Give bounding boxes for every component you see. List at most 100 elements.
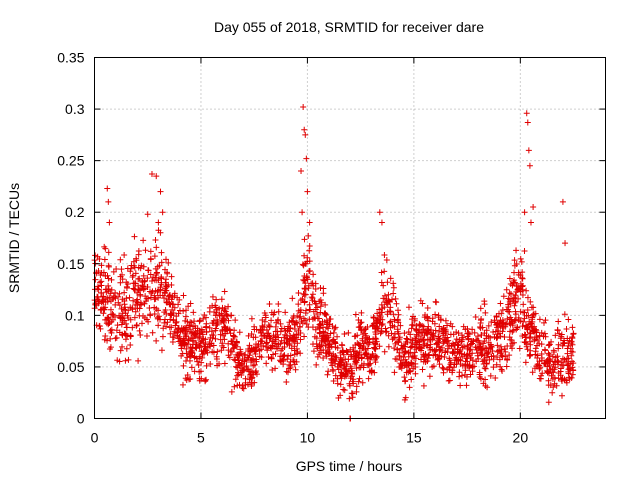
- data-point: [181, 325, 188, 332]
- data-point: [532, 310, 539, 317]
- data-point: [444, 322, 451, 329]
- data-point: [563, 326, 570, 333]
- data-point: [526, 353, 533, 360]
- data-point: [520, 301, 527, 308]
- data-point: [196, 317, 203, 324]
- data-point: [367, 360, 374, 367]
- data-point: [320, 290, 327, 297]
- data-point: [217, 336, 224, 343]
- data-point: [533, 363, 540, 370]
- data-point: [414, 339, 421, 346]
- data-point: [210, 332, 217, 339]
- data-point: [212, 312, 219, 319]
- data-point: [465, 330, 472, 337]
- data-point: [511, 257, 518, 264]
- data-point: [107, 306, 114, 313]
- y-tick-label: 0.2: [65, 204, 85, 220]
- data-point: [304, 276, 311, 283]
- data-point: [536, 375, 543, 382]
- data-point: [405, 353, 412, 360]
- data-point: [186, 322, 193, 329]
- data-point: [340, 386, 347, 393]
- data-point: [493, 322, 500, 329]
- data-point: [238, 372, 245, 379]
- data-point: [352, 358, 359, 365]
- data-point: [513, 261, 520, 268]
- data-point: [263, 339, 270, 346]
- data-point: [408, 359, 415, 366]
- data-point: [397, 360, 404, 367]
- data-point: [555, 375, 562, 382]
- data-point: [420, 342, 427, 349]
- data-point: [390, 280, 397, 287]
- data-point: [405, 304, 412, 311]
- data-point: [266, 301, 273, 308]
- data-point: [248, 331, 255, 338]
- data-point: [440, 324, 447, 331]
- data-point: [151, 292, 158, 299]
- data-point: [200, 315, 207, 322]
- data-point: [258, 338, 265, 345]
- data-point: [278, 325, 285, 332]
- data-point: [436, 344, 443, 351]
- data-point: [221, 288, 228, 295]
- data-point: [478, 332, 485, 339]
- data-point: [412, 370, 419, 377]
- data-point: [385, 297, 392, 304]
- data-point: [231, 344, 238, 351]
- data-point: [339, 347, 346, 354]
- data-point: [167, 301, 174, 308]
- data-point: [358, 309, 365, 316]
- data-point: [391, 316, 398, 323]
- data-point: [265, 330, 272, 337]
- data-point: [345, 329, 352, 336]
- data-point: [465, 336, 472, 343]
- data-point: [538, 350, 545, 357]
- data-point: [129, 305, 136, 312]
- data-point: [394, 317, 401, 324]
- data-point: [269, 366, 276, 373]
- data-point: [505, 295, 512, 302]
- data-point: [459, 362, 466, 369]
- data-point: [136, 327, 143, 334]
- data-point: [330, 336, 337, 343]
- data-point: [485, 322, 492, 329]
- data-point: [476, 324, 483, 331]
- data-point: [487, 334, 494, 341]
- data-point: [387, 318, 394, 325]
- data-point: [347, 353, 354, 360]
- data-point: [268, 355, 275, 362]
- data-point: [199, 354, 206, 361]
- data-point: [163, 299, 170, 306]
- data-point: [212, 304, 219, 311]
- data-point: [167, 330, 174, 337]
- data-point: [307, 306, 314, 313]
- data-point: [561, 356, 568, 363]
- data-point: [372, 352, 379, 359]
- data-point: [153, 305, 160, 312]
- data-point: [295, 289, 302, 296]
- data-point: [430, 363, 437, 370]
- data-point: [494, 354, 501, 361]
- data-point: [512, 311, 519, 318]
- data-point: [531, 336, 538, 343]
- data-point: [309, 316, 316, 323]
- data-point: [202, 347, 209, 354]
- data-point: [346, 395, 353, 402]
- data-point: [327, 330, 334, 337]
- data-point: [123, 324, 130, 331]
- data-point: [119, 319, 126, 326]
- data-point: [297, 350, 304, 357]
- data-point: [124, 265, 131, 272]
- data-point: [493, 361, 500, 368]
- data-point: [261, 324, 268, 331]
- data-point: [391, 345, 398, 352]
- data-point: [279, 353, 286, 360]
- data-point: [301, 126, 308, 133]
- data-point: [570, 331, 577, 338]
- data-point: [531, 323, 538, 330]
- data-point: [350, 348, 357, 355]
- data-point: [290, 314, 297, 321]
- data-point: [436, 323, 443, 330]
- data-point: [317, 320, 324, 327]
